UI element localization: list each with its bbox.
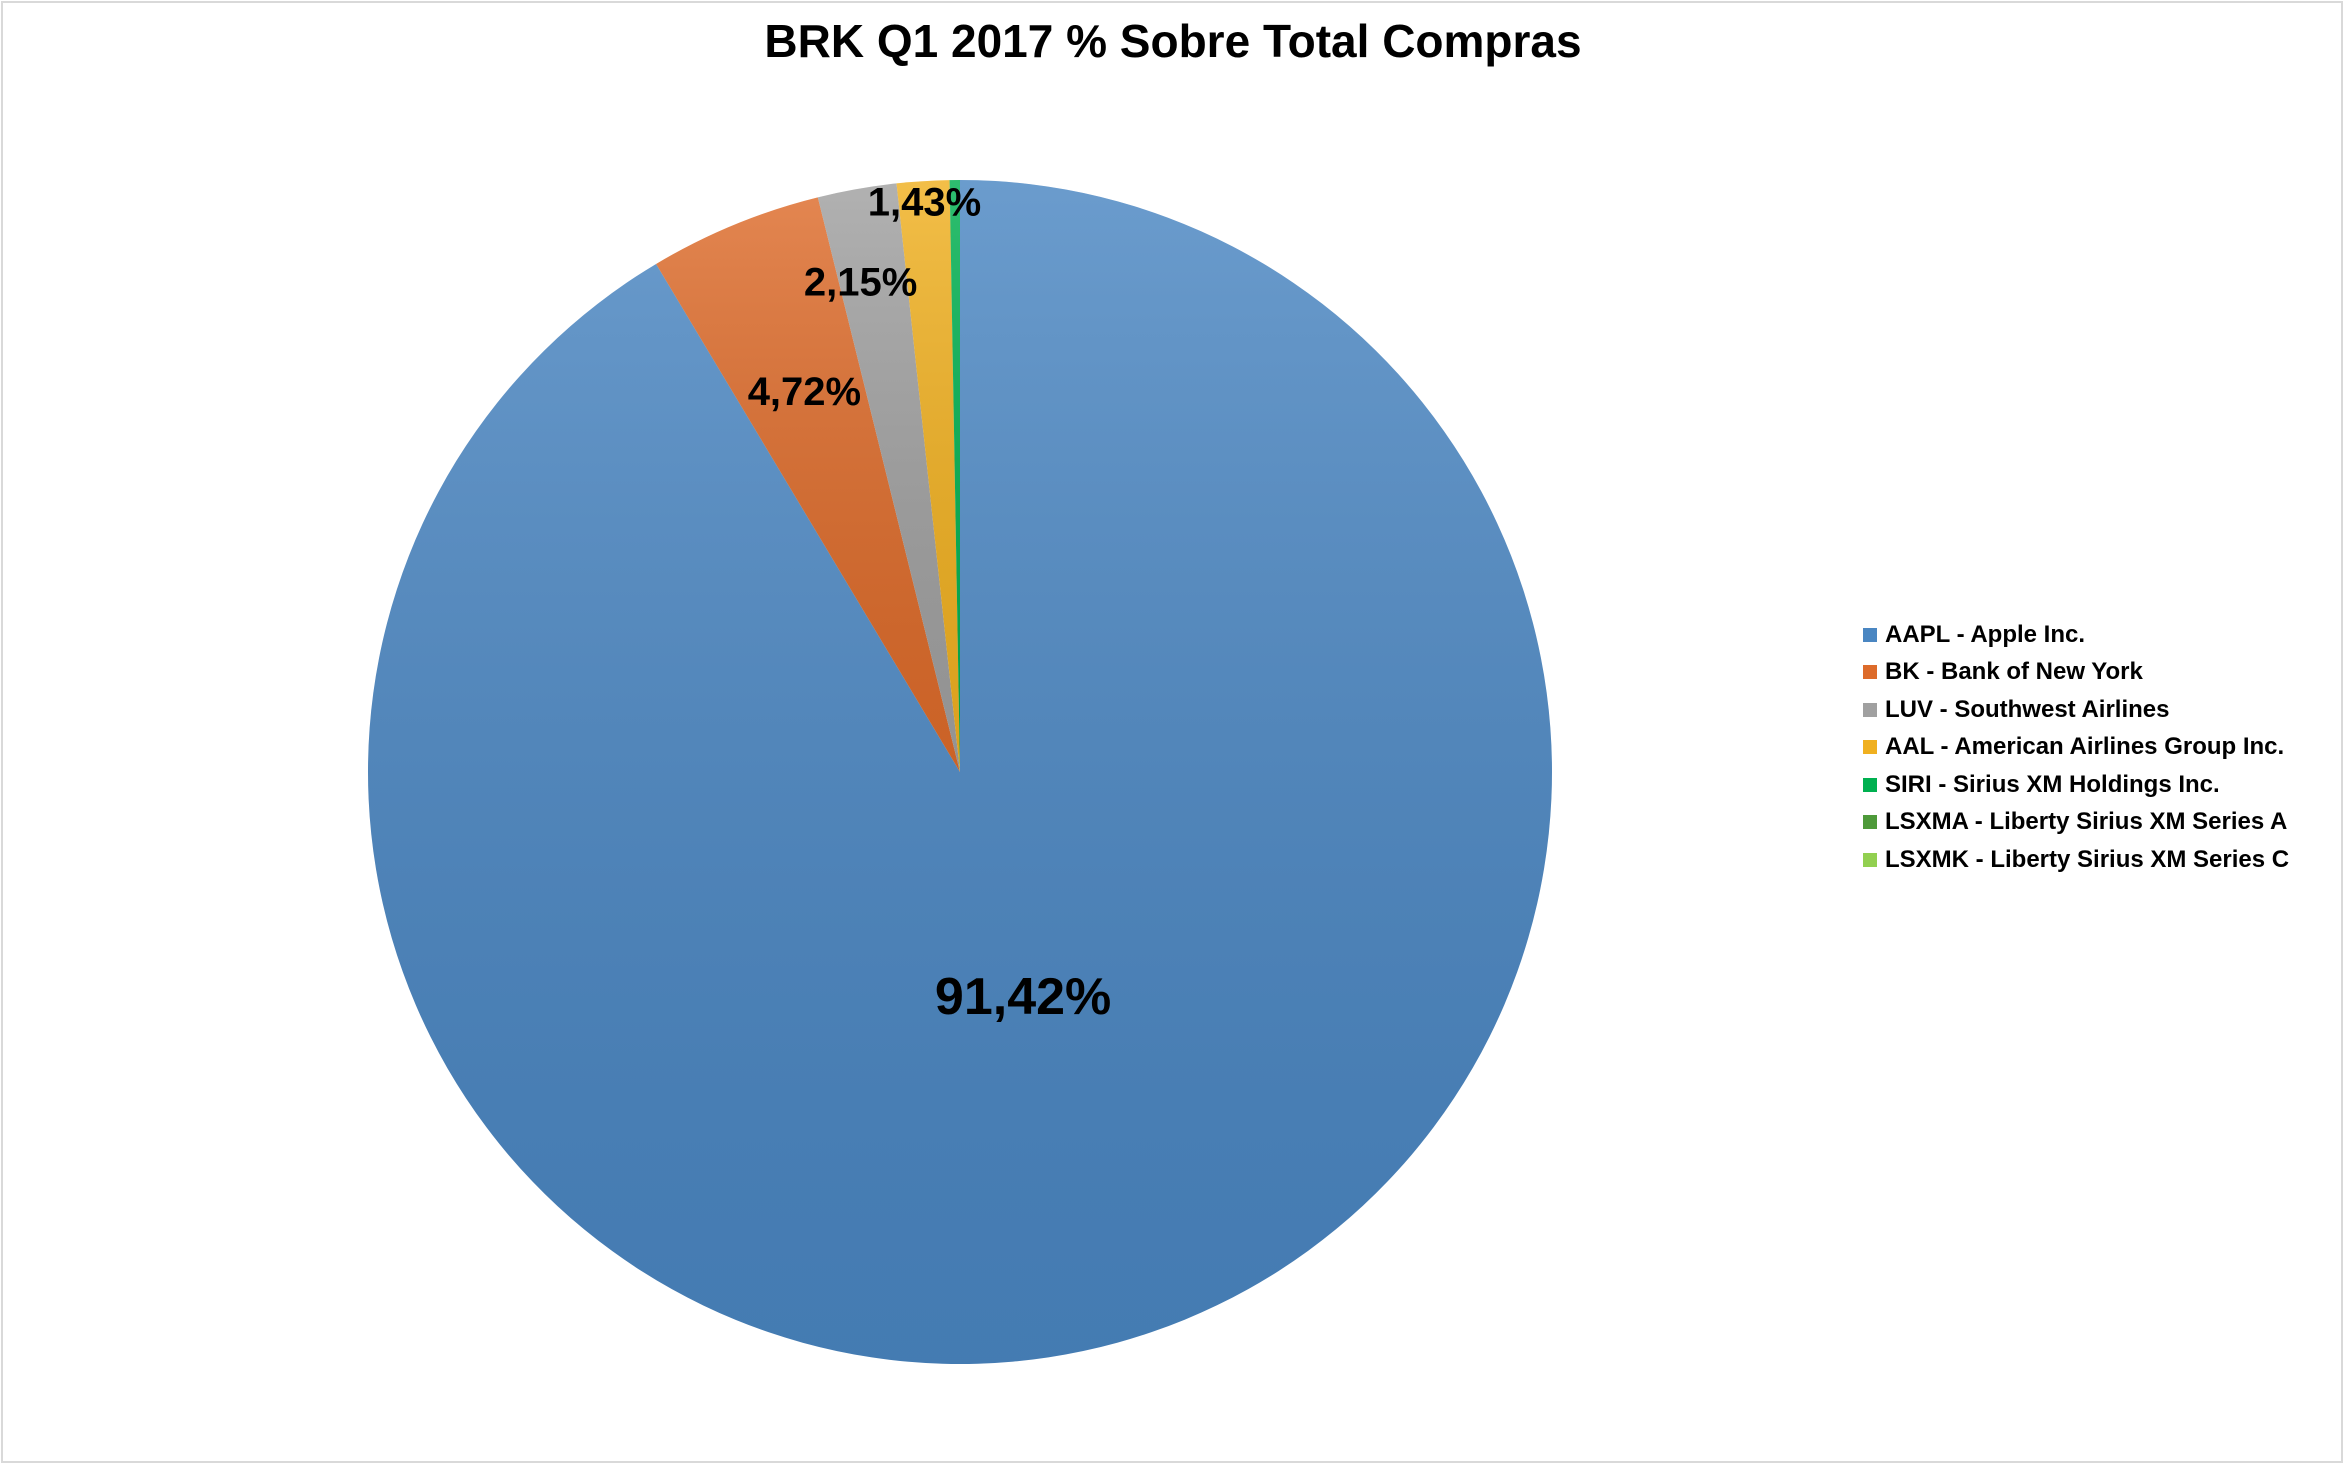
legend-label-5: SIRI - Sirius XM Holdings Inc. bbox=[1885, 770, 2220, 798]
legend-item-1: AAPL - Apple Inc. bbox=[1863, 616, 2289, 654]
legend-swatch-5 bbox=[1863, 777, 1877, 792]
pie-slice-shade-4 bbox=[896, 180, 960, 773]
pie-slice-shade-3 bbox=[817, 183, 960, 772]
data-label-4: 1,43% bbox=[868, 180, 981, 224]
legend-item-4: AAL - American Airlines Group Inc. bbox=[1863, 729, 2289, 767]
legend-swatch-4 bbox=[1863, 740, 1877, 755]
legend-swatch-6 bbox=[1863, 815, 1877, 830]
chart-title: BRK Q1 2017 % Sobre Total Compras bbox=[764, 15, 1582, 67]
pie-slice-shade-5 bbox=[949, 180, 960, 772]
data-label-2: 4,72% bbox=[748, 370, 861, 414]
legend-label-6: LSXMA - Liberty Sirius XM Series A bbox=[1885, 808, 2288, 836]
legend-item-5: SIRI - Sirius XM Holdings Inc. bbox=[1863, 766, 2289, 804]
pie-slice-shade-2 bbox=[656, 197, 960, 772]
legend-label-1: AAPL - Apple Inc. bbox=[1885, 620, 2086, 648]
legend-label-7: LSXMK - Liberty Sirius XM Series C bbox=[1885, 845, 2290, 873]
legend-swatch-1 bbox=[1863, 627, 1877, 642]
legend-item-6: LSXMA - Liberty Sirius XM Series A bbox=[1863, 804, 2289, 842]
data-label-1: 91,42% bbox=[935, 968, 1111, 1026]
legend-label-4: AAL - American Airlines Group Inc. bbox=[1885, 733, 2285, 761]
data-label-3: 2,15% bbox=[804, 260, 917, 304]
chart-legend: AAPL - Apple Inc. BK - Bank of New York LU… bbox=[1863, 616, 2289, 879]
legend-swatch-3 bbox=[1863, 702, 1877, 717]
legend-label-2: BK - Bank of New York bbox=[1885, 658, 2143, 686]
legend-label-3: LUV - Southwest Airlines bbox=[1885, 695, 2170, 723]
legend-swatch-2 bbox=[1863, 665, 1877, 680]
legend-item-3: LUV - Southwest Airlines bbox=[1863, 691, 2289, 729]
legend-swatch-7 bbox=[1863, 852, 1877, 867]
legend-item-7: LSXMK - Liberty Sirius XM Series C bbox=[1863, 841, 2289, 879]
legend-item-2: BK - Bank of New York bbox=[1863, 654, 2289, 692]
pie-slice-shade-1 bbox=[367, 180, 1552, 1364]
